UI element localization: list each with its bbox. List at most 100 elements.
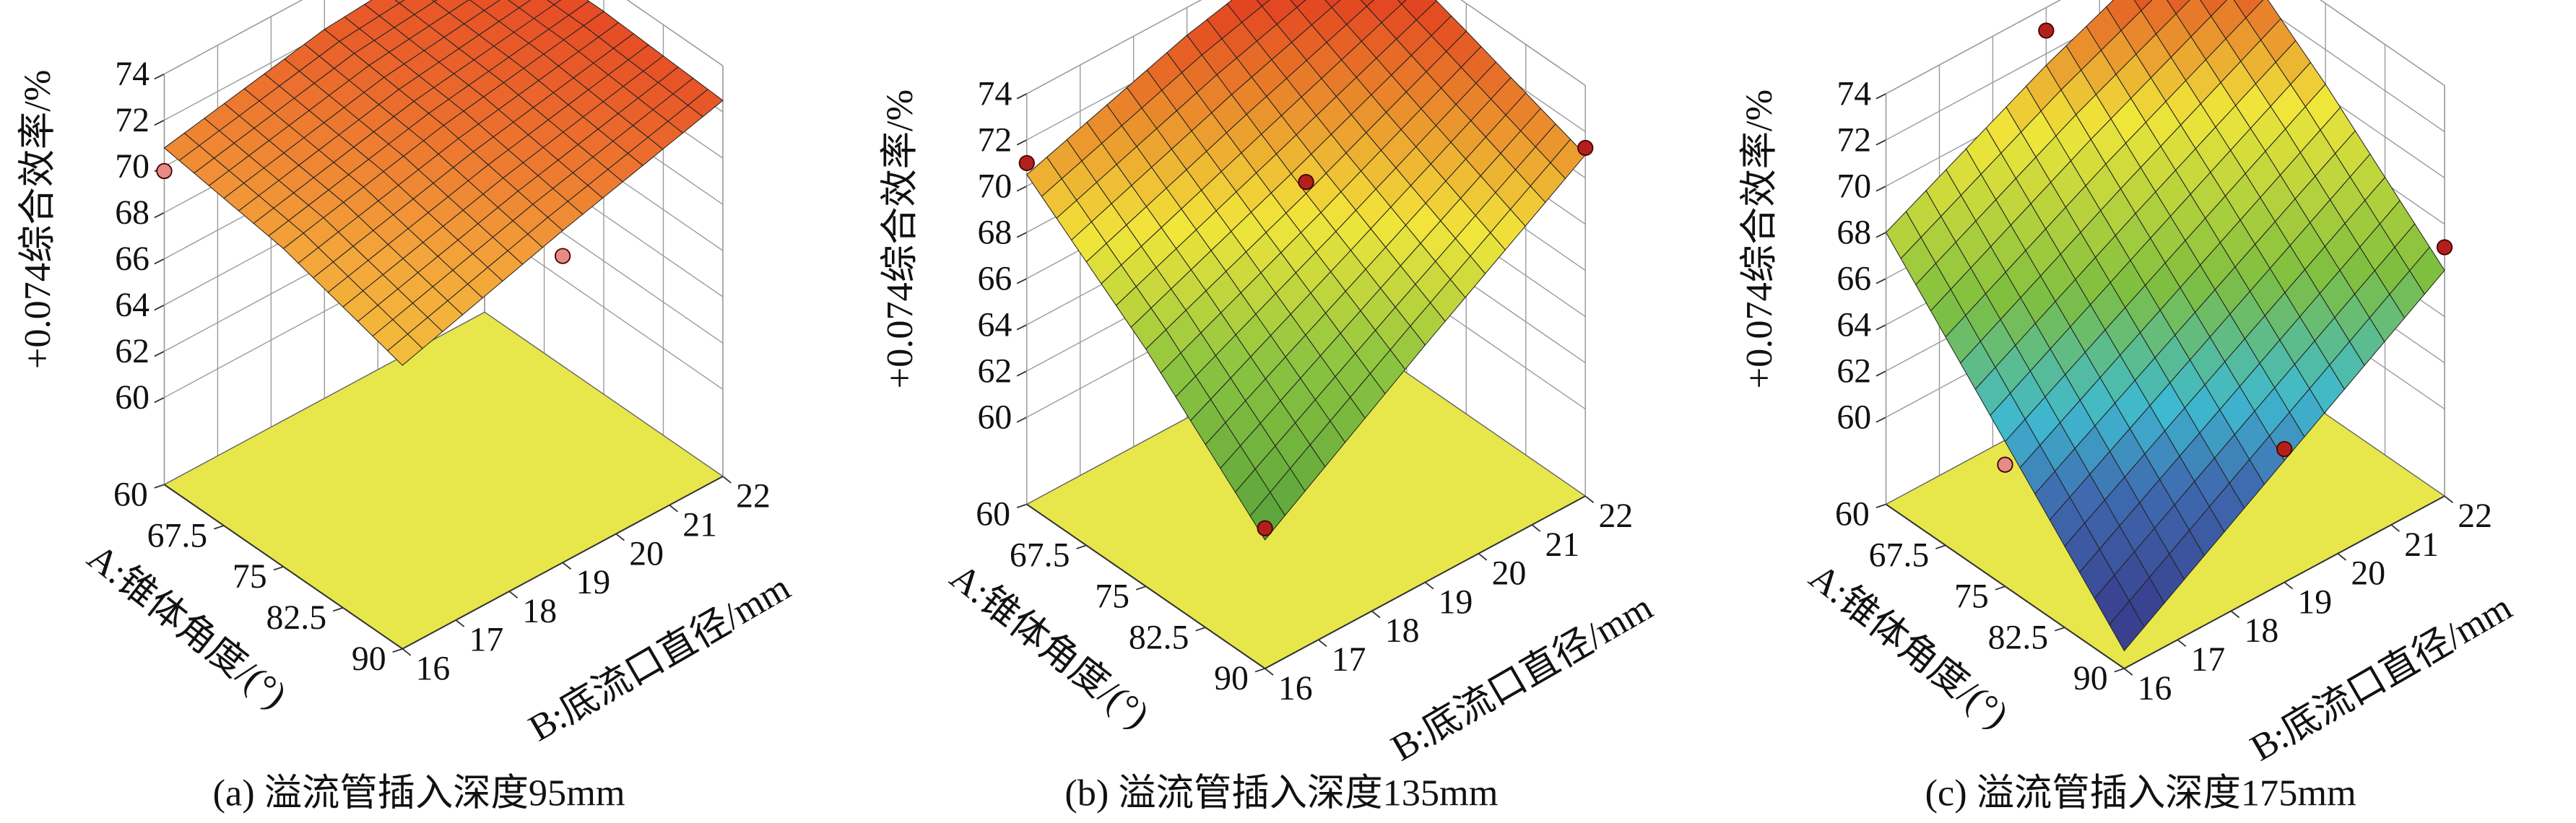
tick-mark bbox=[154, 258, 165, 265]
b-tick-label: 18 bbox=[2244, 611, 2278, 650]
caption: (b) 溢流管插入深度135mm bbox=[1064, 772, 1498, 814]
b-tick-label: 20 bbox=[629, 534, 664, 572]
b-axis-title: B:底流口直径/mm bbox=[2244, 586, 2519, 770]
tick-mark bbox=[1584, 495, 1595, 503]
tick-mark bbox=[392, 648, 403, 653]
tick-mark bbox=[1016, 139, 1028, 146]
panel: 6062646668707274161718192021226067.57582… bbox=[17, 0, 797, 814]
tick-mark bbox=[1076, 544, 1087, 549]
tick-mark bbox=[562, 562, 572, 570]
tick-mark bbox=[1875, 139, 1886, 146]
tick-mark bbox=[1478, 553, 1488, 561]
b-tick-label: 16 bbox=[2138, 669, 2172, 707]
tick-mark bbox=[722, 476, 732, 484]
design-point bbox=[1257, 520, 1273, 536]
tick-mark bbox=[1995, 585, 2005, 591]
a-tick-label: 67.5 bbox=[1869, 536, 1930, 575]
tick-mark bbox=[1016, 186, 1028, 192]
tick-mark bbox=[154, 350, 165, 357]
a-tick-label: 67.5 bbox=[147, 516, 208, 554]
tick-mark bbox=[154, 212, 165, 219]
b-tick-label: 22 bbox=[736, 477, 771, 515]
z-tick-label: 70 bbox=[978, 167, 1012, 205]
tick-mark bbox=[1875, 324, 1886, 331]
b-tick-label: 21 bbox=[2404, 526, 2439, 564]
tick-mark bbox=[1016, 92, 1028, 100]
z-tick-label: 68 bbox=[115, 193, 149, 232]
tick-mark bbox=[1195, 627, 1206, 632]
b-tick-label: 17 bbox=[2191, 640, 2226, 679]
tick-mark bbox=[1016, 370, 1028, 377]
b-tick-label: 20 bbox=[2351, 554, 2385, 593]
a-tick-label: 75 bbox=[1954, 577, 1989, 615]
tick-mark bbox=[154, 304, 165, 311]
design-point bbox=[1577, 139, 1594, 157]
tick-mark bbox=[154, 73, 165, 80]
z-axis-title: +0.074综合效率/% bbox=[879, 90, 921, 389]
design-point bbox=[2276, 440, 2293, 458]
tick-mark bbox=[1265, 668, 1274, 676]
b-tick-label: 21 bbox=[1545, 526, 1580, 564]
z-tick-label: 70 bbox=[115, 147, 149, 186]
tick-mark bbox=[402, 648, 412, 656]
tick-mark bbox=[1531, 524, 1541, 532]
b-tick-label: 18 bbox=[1385, 611, 1420, 650]
caption: (c) 溢流管插入深度175mm bbox=[1925, 772, 2356, 814]
surface-cell bbox=[394, 0, 405, 4]
a-tick-label: 82.5 bbox=[1129, 618, 1189, 656]
z-tick-label: 64 bbox=[1836, 305, 1871, 344]
z-tick-label: 74 bbox=[1836, 74, 1871, 113]
design-point bbox=[2436, 239, 2453, 256]
z-tick-label: 72 bbox=[115, 101, 149, 139]
panel: 6062646668707274161718192021226067.57582… bbox=[879, 0, 1660, 814]
tick-mark bbox=[2390, 524, 2401, 532]
a-tick-label: 82.5 bbox=[266, 598, 327, 637]
tick-mark bbox=[1016, 503, 1028, 508]
a-tick-label: 90 bbox=[1214, 659, 1249, 697]
z-tick-label: 62 bbox=[115, 332, 149, 370]
a-tick-label: 90 bbox=[352, 640, 386, 678]
z-tick-label: 74 bbox=[978, 74, 1012, 113]
surface-cell bbox=[2109, 600, 2145, 652]
axis-line bbox=[1885, 495, 2445, 670]
a-tick-label: 82.5 bbox=[1988, 618, 2049, 656]
tick-mark bbox=[273, 566, 284, 571]
b-tick-label: 22 bbox=[1598, 497, 1633, 535]
tick-mark bbox=[214, 525, 225, 530]
tick-mark bbox=[1875, 92, 1886, 100]
surface-cell bbox=[386, 334, 423, 366]
z-tick-label: 70 bbox=[1836, 167, 1871, 205]
z-axis-title: +0.074综合效率/% bbox=[1738, 90, 1780, 389]
tick-mark bbox=[1254, 668, 1265, 673]
z-tick-label: 68 bbox=[978, 213, 1012, 251]
a-tick-label: 60 bbox=[976, 495, 1010, 534]
z-tick-label: 60 bbox=[115, 378, 149, 417]
b-tick-label: 18 bbox=[522, 592, 557, 630]
design-point bbox=[2038, 22, 2055, 39]
tick-mark bbox=[1875, 370, 1886, 377]
tick-mark bbox=[154, 484, 165, 489]
tick-mark bbox=[1016, 232, 1028, 238]
tick-mark bbox=[455, 619, 465, 627]
z-tick-label: 62 bbox=[1836, 352, 1871, 390]
a-tick-label: 90 bbox=[2073, 659, 2108, 697]
tick-mark bbox=[1935, 544, 1946, 549]
tick-mark bbox=[1318, 639, 1327, 648]
caption: (a) 溢流管插入深度95mm bbox=[213, 772, 625, 814]
a-tick-label: 75 bbox=[233, 557, 267, 596]
b-tick-label: 22 bbox=[2458, 497, 2492, 535]
z-tick-label: 74 bbox=[115, 55, 149, 93]
axis-line bbox=[1026, 495, 1586, 670]
tick-mark bbox=[1424, 581, 1434, 590]
tick-mark bbox=[1016, 417, 1028, 423]
tick-mark bbox=[1875, 278, 1886, 284]
tick-mark bbox=[2123, 668, 2133, 676]
tick-mark bbox=[1135, 585, 1147, 591]
tick-mark bbox=[2444, 495, 2453, 503]
z-tick-label: 72 bbox=[1836, 121, 1871, 159]
b-tick-label: 16 bbox=[1278, 669, 1313, 707]
a-tick-label: 60 bbox=[113, 475, 148, 513]
panel: 6062646668707274161718192021226067.57582… bbox=[1738, 0, 2519, 814]
tick-mark bbox=[669, 504, 678, 513]
b-axis-title: B:底流口直径/mm bbox=[1384, 586, 1660, 770]
